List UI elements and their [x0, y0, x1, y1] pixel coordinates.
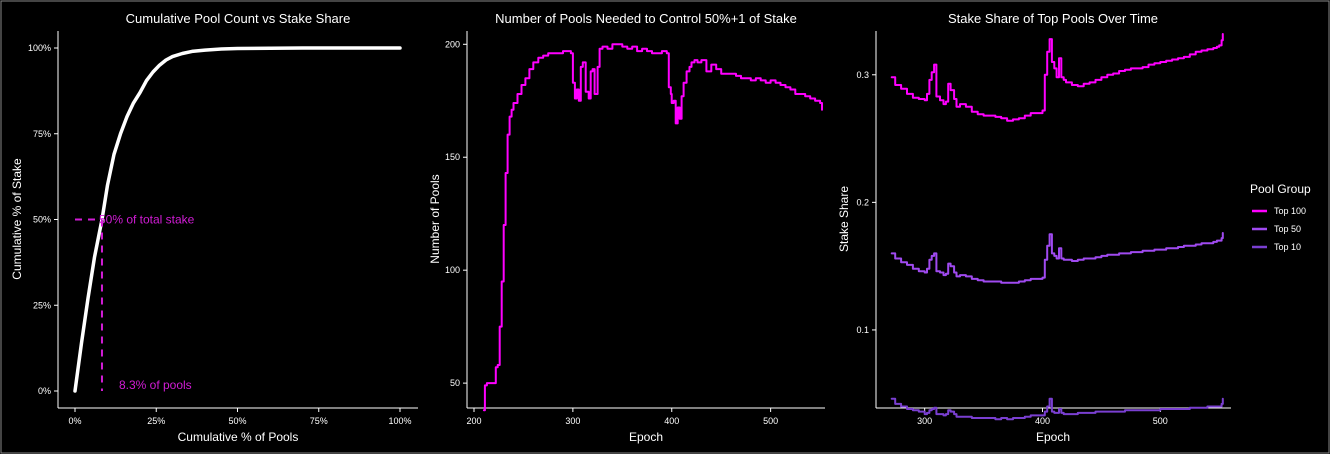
plot-area [482, 43, 823, 412]
x-axis-label: Cumulative % of Pools [178, 430, 299, 444]
y-axis-label: Cumulative % of Stake [10, 158, 24, 280]
y-tick-label: 75% [33, 129, 51, 139]
cumulative-stake-chart: Cumulative Pool Count vs Stake Share Cum… [10, 11, 418, 444]
plot-area [73, 46, 402, 393]
x-tick-label: 100% [388, 416, 411, 426]
y-tick-label: 100% [28, 43, 51, 53]
x-tick-label: 400 [664, 416, 679, 426]
legend: Pool Group Top 100 Top 50 Top 10 [1250, 182, 1311, 252]
series-line-top-100 [890, 33, 1224, 122]
y-tick-label: 25% [33, 300, 51, 310]
x-tick-label: 300 [917, 416, 932, 426]
x-tick-label: 50% [228, 416, 246, 426]
annotation-stake-threshold: 50% of total stake [99, 213, 195, 227]
legend-label: Top 50 [1274, 224, 1301, 234]
y-tick-label: 0.3 [856, 70, 869, 80]
y-tick-label: 0.2 [856, 197, 869, 207]
chart-title: Stake Share of Top Pools Over Time [948, 11, 1158, 26]
annotation-pool-share: 8.3% of pools [119, 378, 192, 392]
legend-label: Top 10 [1274, 242, 1301, 252]
y-tick-label: 150 [445, 152, 460, 162]
x-axis-label: Epoch [629, 430, 663, 444]
y-tick-label: 100 [445, 265, 460, 275]
pools-needed-chart: Number of Pools Needed to Control 50%+1 … [428, 11, 825, 444]
legend-title: Pool Group [1250, 182, 1311, 196]
x-tick-label: 0% [68, 416, 81, 426]
series-line [482, 43, 823, 412]
x-axis-label: Epoch [1036, 430, 1070, 444]
y-tick-label: 50% [33, 215, 51, 225]
x-tick-label: 75% [310, 416, 328, 426]
plot-area [890, 33, 1224, 421]
x-tick-label: 500 [1153, 416, 1168, 426]
y-tick-label: 0.1 [856, 325, 869, 335]
y-axis-label: Number of Pools [428, 174, 442, 263]
y-tick-label: 200 [445, 39, 460, 49]
axes: 0% 25% 50% 75% 100% 0% 25% 50% 75% 100% [28, 31, 418, 426]
chart-title: Number of Pools Needed to Control 50%+1 … [495, 11, 797, 26]
legend-label: Top 100 [1274, 206, 1306, 216]
chart-title: Cumulative Pool Count vs Stake Share [126, 11, 351, 26]
x-tick-label: 25% [147, 416, 165, 426]
y-tick-label: 0% [38, 386, 51, 396]
x-tick-label: 500 [763, 416, 778, 426]
x-tick-label: 200 [466, 416, 481, 426]
top-pools-share-chart: Stake Share of Top Pools Over Time Epoch… [837, 11, 1311, 444]
series-line [73, 46, 402, 393]
x-tick-label: 300 [565, 416, 580, 426]
x-tick-label: 400 [1035, 416, 1050, 426]
y-tick-label: 50 [450, 378, 460, 388]
series-line-top-10 [890, 397, 1224, 421]
y-axis-label: Stake Share [837, 186, 851, 252]
axes: 200 300 400 500 50 100 150 200 [445, 31, 825, 426]
series-line-top-50 [890, 232, 1224, 284]
